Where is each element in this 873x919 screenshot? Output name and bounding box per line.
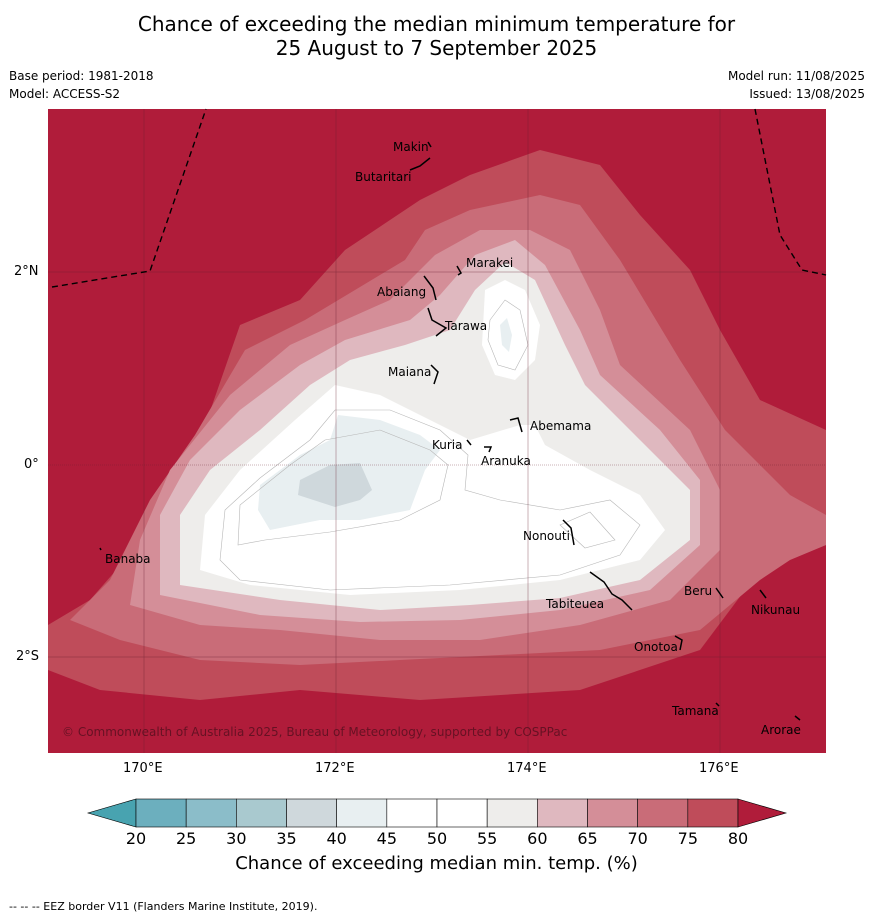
colorbar-segment <box>687 798 739 828</box>
island-beru <box>715 587 724 599</box>
label-makin: Makin <box>393 140 429 154</box>
island-arorae <box>794 715 801 721</box>
colorbar-tick-label: 65 <box>577 829 598 848</box>
x-tick-172e: 172°E <box>315 761 355 776</box>
colorbar-segment <box>236 798 287 828</box>
colorbar-segment <box>436 798 488 828</box>
label-nikunau: Nikunau <box>751 603 800 617</box>
island-banaba <box>99 547 102 551</box>
island-kuria <box>466 439 472 446</box>
colorbar-segment <box>185 798 237 828</box>
eez-border <box>51 108 827 288</box>
title-line-1: Chance of exceeding the median minimum t… <box>137 12 736 36</box>
island-abaiang <box>423 275 437 301</box>
island-maiana <box>430 364 439 385</box>
model-run: Model run: 11/08/2025 <box>727 69 865 83</box>
colorbar-tick-label: 60 <box>527 829 548 848</box>
label-abaiang: Abaiang <box>377 285 426 299</box>
model-name: Model: ACCESS-S2 <box>9 87 121 101</box>
label-tamana: Tamana <box>671 704 719 718</box>
colorbar-over-arrow <box>737 798 788 828</box>
meta-left: Base period: 1981-2018 Model: ACCESS-S2 <box>9 67 154 103</box>
fill-40-45-north <box>500 318 512 352</box>
fill-50-55 <box>200 385 665 595</box>
x-tick-174e: 174°E <box>507 761 547 776</box>
eez-footnote: -- -- -- EEZ border V11 (Flanders Marine… <box>9 900 318 913</box>
y-tick-2n: 2°N <box>14 264 39 279</box>
title-line-2: 25 August to 7 September 2025 <box>275 36 598 60</box>
colorbar-tick-label: 70 <box>627 829 648 848</box>
x-tick-176e: 176°E <box>699 761 739 776</box>
island-nonouti <box>562 519 575 546</box>
colorbar-segment <box>637 798 689 828</box>
y-tick-2s: 2°S <box>16 649 40 664</box>
colorbar-segment <box>286 798 337 828</box>
island-aranuka <box>484 446 493 453</box>
y-tick-0: 0° <box>24 457 39 472</box>
label-beru: Beru <box>684 584 712 598</box>
colorbar-segment <box>336 798 388 828</box>
meta-right: Model run: 11/08/2025 Issued: 13/08/2025 <box>728 67 865 103</box>
colorbar-tick-label: 30 <box>226 829 247 848</box>
label-butaritari: Butaritari <box>355 170 412 184</box>
island-onotoa <box>674 635 683 651</box>
place-labels: Makin Butaritari Marakei Abaiang Tarawa … <box>105 140 801 737</box>
island-tarawa <box>427 307 448 337</box>
label-onotoa: Onotoa <box>634 640 678 654</box>
colorbar-tick-label: 55 <box>476 829 498 848</box>
colorbar-segment <box>135 798 187 828</box>
island-tamana <box>715 702 720 707</box>
fill-35-40 <box>298 463 372 507</box>
colorbar-segment <box>537 798 588 828</box>
colorbar-tick-label: 50 <box>426 829 448 848</box>
contour-fills <box>48 109 826 753</box>
island-nikunau <box>759 589 767 599</box>
label-arorae: Arorae <box>761 723 801 737</box>
base-period: Base period: 1981-2018 <box>9 69 154 83</box>
colorbar-under-arrow <box>86 798 137 828</box>
island-butaritari <box>409 157 431 171</box>
colorbar <box>86 798 788 828</box>
colorbar-label: Chance of exceeding median min. temp. (%… <box>235 853 638 874</box>
label-abemama: Abemama <box>530 419 591 433</box>
label-kuria: Kuria <box>432 438 463 452</box>
colorbar-tick-label: 75 <box>677 829 699 848</box>
colorbar-tick-label: 40 <box>326 829 347 848</box>
colorbar-segment <box>386 798 438 828</box>
fill-50-55-north <box>482 280 540 380</box>
label-banaba: Banaba <box>105 552 151 566</box>
colorbar-tick-label: 25 <box>175 829 197 848</box>
colorbar-tick-label: 20 <box>125 829 147 848</box>
label-tabiteuea: Tabiteuea <box>545 597 604 611</box>
copyright-notice: © Commonwealth of Australia 2025, Bureau… <box>62 725 567 739</box>
contour-lines <box>219 299 641 591</box>
chart-title: Chance of exceeding the median minimum t… <box>0 12 873 60</box>
colorbar-tick-label: 45 <box>376 829 398 848</box>
label-tarawa: Tarawa <box>444 319 487 333</box>
label-maiana: Maiana <box>388 365 431 379</box>
colorbar-segment <box>587 798 638 828</box>
x-tick-170e: 170°E <box>123 761 163 776</box>
label-aranuka: Aranuka <box>481 454 531 468</box>
colorbar-tick-label: 80 <box>727 829 749 848</box>
island-marakei <box>456 265 462 276</box>
island-abemama <box>509 417 523 433</box>
colorbar-tick-label: 35 <box>276 829 297 848</box>
label-nonouti: Nonouti <box>523 529 570 543</box>
colorbar-segment <box>486 798 538 828</box>
island-makin <box>427 141 432 148</box>
island-tabiteuea <box>589 571 633 611</box>
label-marakei: Marakei <box>466 256 513 270</box>
islands <box>99 141 801 721</box>
issued-date: Issued: 13/08/2025 <box>749 87 865 101</box>
graticule <box>48 109 826 753</box>
